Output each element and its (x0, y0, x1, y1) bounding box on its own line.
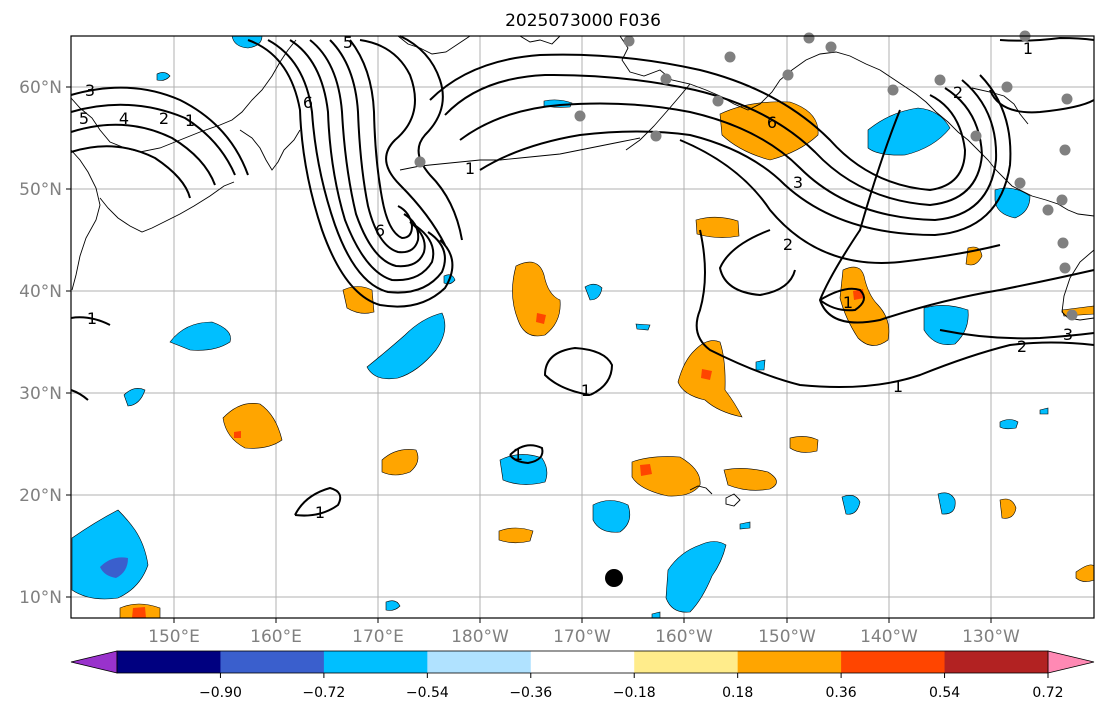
station-marker (782, 69, 794, 81)
lon-label: 150°W (758, 627, 816, 647)
colorbar-segment (634, 651, 739, 673)
colorbar-tick-label: −0.18 (613, 685, 656, 701)
station-marker (1059, 144, 1071, 156)
station-marker (660, 73, 672, 85)
colorbar-tick-label: 0.18 (722, 685, 753, 701)
colorbar-tick-label: 0.72 (1032, 685, 1063, 701)
contour-label: 2 (953, 83, 963, 102)
station-marker (1001, 81, 1013, 93)
contour-label: 2 (159, 109, 169, 128)
colorbar-tick-label: −0.54 (406, 685, 449, 701)
station-marker (803, 32, 815, 44)
graticule (71, 36, 1094, 618)
colorbar-tick-label: −0.36 (509, 685, 552, 701)
colorbar-segment (841, 651, 946, 673)
shaded-negative-regions (71, 35, 1049, 619)
lon-label: 170°W (553, 627, 611, 647)
contour-label: 1 (893, 377, 903, 396)
colorbar-tick-label: 0.36 (826, 685, 857, 701)
station-marker (650, 130, 662, 142)
contour-label: 5 (343, 33, 353, 52)
colorbar-segment (323, 651, 428, 673)
station-marker (724, 51, 736, 63)
lat-label: 50°N (19, 180, 62, 200)
colorbar-segment (117, 651, 221, 673)
lon-label: 160°W (655, 627, 713, 647)
lon-label: 160°E (250, 627, 302, 647)
station-marker (970, 130, 982, 142)
contour-labels: 5 4 2 1 3 6 6 5 6 3 1 2 1 1 1 1 2 3 1 1 … (79, 33, 1073, 522)
contour-label: 6 (303, 93, 313, 112)
station-marker (1014, 177, 1026, 189)
station-marker (623, 35, 635, 47)
station-marker (1059, 262, 1071, 274)
contour-label: 1 (315, 503, 325, 522)
colorbar-tick-label: −0.72 (302, 685, 345, 701)
contour-label: 1 (581, 381, 591, 400)
contour-label: 1 (465, 159, 475, 178)
contour-label: 6 (767, 113, 777, 132)
contour-label: 1 (87, 309, 97, 328)
station-marker (414, 156, 426, 168)
contour-label: 5 (79, 109, 89, 128)
colorbar: −0.90 −0.72 −0.54 −0.36 −0.18 0.18 0.36 0.54 0.7… (70, 650, 1095, 701)
contour-label: 1 (185, 111, 195, 130)
contour-label: 6 (375, 221, 385, 240)
colorbar-segment (530, 651, 635, 673)
contour-lines (70, 35, 1095, 517)
storm-center-marker (605, 569, 623, 587)
lon-label: 140°W (860, 627, 918, 647)
latitude-axis: 60°N 50°N 40°N 30°N 20°N 10°N (19, 78, 71, 608)
contour-label: 2 (1017, 337, 1027, 356)
contour-label: 3 (793, 173, 803, 192)
colorbar-segment (427, 651, 532, 673)
station-marker (825, 41, 837, 53)
station-marker (1042, 204, 1054, 216)
lat-label: 40°N (19, 282, 62, 302)
station-marker (1061, 93, 1073, 105)
contour-label: 2 (783, 235, 793, 254)
longitude-axis: 150°E 160°E 170°E 180°W 170°W 160°W 150°… (148, 618, 1020, 647)
map-panel: 5 4 2 1 3 6 6 5 6 3 1 2 1 1 1 1 2 3 1 1 … (70, 30, 1095, 619)
station-markers (414, 30, 1078, 321)
map-title: 2025073000 F036 (505, 11, 661, 31)
station-marker (574, 110, 586, 122)
colorbar-segment (737, 651, 842, 673)
contour-label: 1 (843, 293, 853, 312)
lat-label: 60°N (19, 78, 62, 98)
lat-label: 10°N (19, 588, 62, 608)
colorbar-tick-label: −0.90 (199, 685, 242, 701)
station-marker (934, 74, 946, 86)
lat-label: 30°N (19, 384, 62, 404)
lon-label: 130°W (962, 627, 1020, 647)
station-marker (1066, 309, 1078, 321)
coastlines (70, 35, 1095, 507)
colorbar-tick-label: 0.54 (929, 685, 960, 701)
contour-label: 3 (1063, 325, 1073, 344)
contour-label: 4 (119, 109, 129, 128)
lon-label: 170°E (352, 627, 404, 647)
colorbar-segment (220, 651, 325, 673)
lon-label: 180°W (451, 627, 509, 647)
station-marker (1056, 194, 1068, 206)
contour-label: 3 (85, 81, 95, 100)
contour-label: 1 (513, 445, 523, 464)
colorbar-extend-left (70, 650, 118, 674)
station-marker (887, 84, 899, 96)
colorbar-segment (944, 651, 1049, 673)
station-marker (712, 95, 724, 107)
lon-label: 150°E (148, 627, 200, 647)
contour-label: 1 (1023, 39, 1033, 58)
lat-label: 20°N (19, 486, 62, 506)
station-marker (1057, 237, 1069, 249)
shaded-positive-regions (119, 101, 1095, 619)
colorbar-extend-right (1047, 650, 1095, 674)
